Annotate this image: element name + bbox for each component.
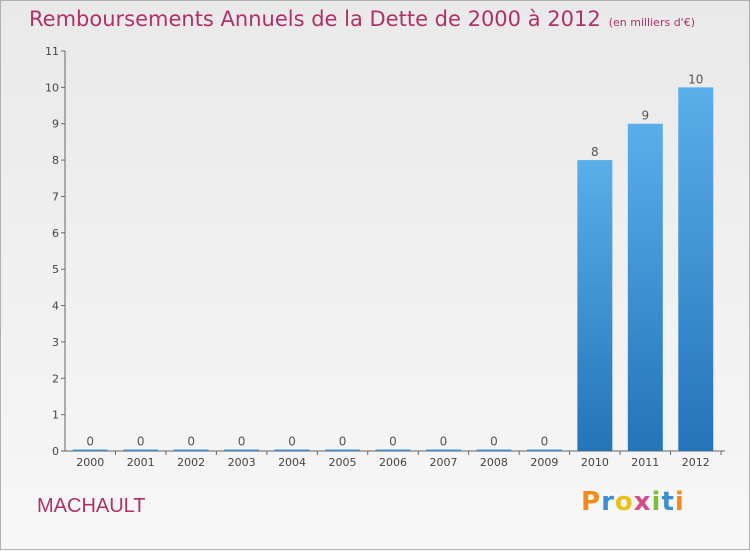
bar-2004 bbox=[274, 449, 310, 451]
chart-title-text: Remboursements Annuels de la Dette de 20… bbox=[29, 7, 601, 31]
x-tick-label-2010: 2010 bbox=[581, 456, 609, 469]
x-tick-label-2007: 2007 bbox=[429, 456, 457, 469]
logo-letter: t bbox=[661, 487, 675, 517]
logo-letter: i bbox=[674, 487, 685, 517]
value-label-2003: 0 bbox=[238, 435, 246, 449]
value-label-2004: 0 bbox=[288, 435, 296, 449]
bar-2002 bbox=[173, 449, 209, 451]
value-label-2009: 0 bbox=[541, 435, 549, 449]
y-tick-label: 9 bbox=[52, 118, 59, 131]
bar-2001 bbox=[123, 449, 159, 451]
y-tick-label: 11 bbox=[45, 45, 59, 58]
bar-2009 bbox=[526, 449, 562, 451]
value-label-2000: 0 bbox=[86, 435, 94, 449]
chart-labels: 2000 0 2001 0 2002 0 2003 0 2004 0 2005 0 2006 0 2007 0… bbox=[76, 72, 710, 469]
chart-bars bbox=[72, 87, 714, 452]
chart-axes: 0 1 2 3 4 5 6 7 8 9 10 11 bbox=[45, 45, 725, 458]
y-tick-label: 7 bbox=[52, 190, 59, 203]
bar-2011 bbox=[627, 123, 663, 452]
x-tick-label-2004: 2004 bbox=[278, 456, 306, 469]
x-tick-label-2000: 2000 bbox=[76, 456, 104, 469]
bar-2003 bbox=[224, 449, 260, 451]
y-tick-label: 1 bbox=[52, 409, 59, 422]
chart-unit-label: (en milliers d'€) bbox=[608, 16, 695, 29]
place-name: MACHAULT bbox=[37, 495, 146, 517]
x-tick-label-2003: 2003 bbox=[228, 456, 256, 469]
x-tick-label-2011: 2011 bbox=[631, 456, 659, 469]
bar-2005 bbox=[325, 449, 361, 451]
y-tick-label: 2 bbox=[52, 372, 59, 385]
y-tick-label: 0 bbox=[52, 445, 59, 458]
chart-title: Remboursements Annuels de la Dette de 20… bbox=[29, 7, 695, 31]
bar-2007 bbox=[425, 449, 461, 451]
value-label-2010: 8 bbox=[591, 145, 599, 159]
bar-2008 bbox=[476, 449, 512, 451]
y-tick-label: 10 bbox=[45, 81, 59, 94]
y-tick-label: 8 bbox=[52, 154, 59, 167]
y-tick-label: 3 bbox=[52, 336, 59, 349]
y-tick-label: 6 bbox=[52, 227, 59, 240]
x-tick-label-2002: 2002 bbox=[177, 456, 205, 469]
x-tick-label-2005: 2005 bbox=[329, 456, 357, 469]
x-tick-label-2008: 2008 bbox=[480, 456, 508, 469]
logo-letter: o bbox=[614, 487, 634, 517]
x-tick-label-2012: 2012 bbox=[682, 456, 710, 469]
x-tick-label-2006: 2006 bbox=[379, 456, 407, 469]
x-tick-label-2001: 2001 bbox=[127, 456, 155, 469]
proxiti-logo: Proxiti bbox=[581, 487, 685, 517]
value-label-2006: 0 bbox=[389, 435, 397, 449]
bar-2012 bbox=[678, 87, 714, 451]
bar-2010 bbox=[577, 160, 613, 451]
value-label-2002: 0 bbox=[187, 435, 195, 449]
value-label-2001: 0 bbox=[137, 435, 145, 449]
value-label-2007: 0 bbox=[440, 435, 448, 449]
bar-2006 bbox=[375, 449, 411, 451]
bar-2000 bbox=[72, 449, 108, 451]
logo-letter: P bbox=[581, 487, 602, 517]
logo-letter: i bbox=[651, 487, 662, 517]
y-tick-label: 4 bbox=[52, 300, 59, 313]
x-tick-label-2009: 2009 bbox=[530, 456, 558, 469]
logo-letter: r bbox=[601, 487, 615, 517]
value-label-2012: 10 bbox=[688, 72, 703, 86]
value-label-2011: 9 bbox=[641, 109, 649, 123]
value-label-2008: 0 bbox=[490, 435, 498, 449]
y-tick-label: 5 bbox=[52, 263, 59, 276]
value-label-2005: 0 bbox=[339, 435, 347, 449]
logo-letter: x bbox=[633, 487, 652, 517]
